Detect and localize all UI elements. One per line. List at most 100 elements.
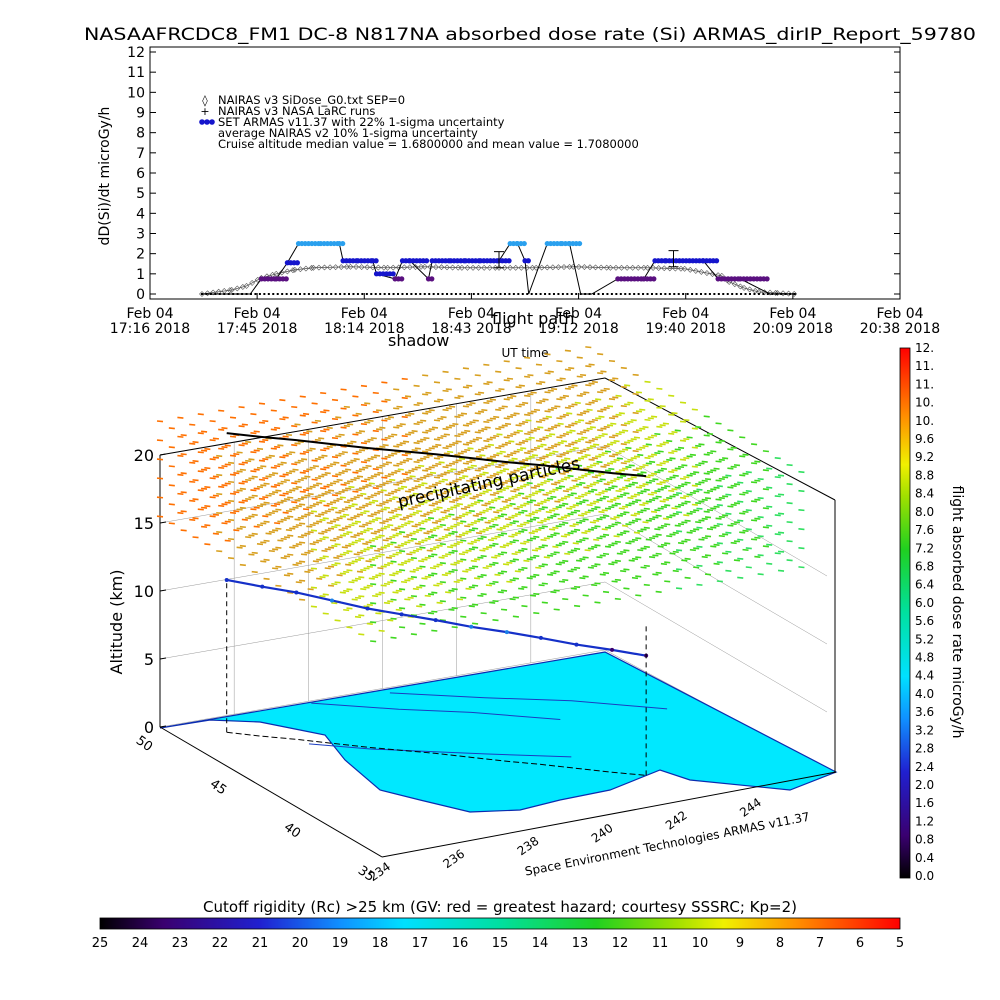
dose-mark [698, 500, 705, 503]
dose-mark [382, 444, 389, 447]
dose-mark [327, 527, 335, 530]
dose-mark [329, 520, 337, 523]
dose-mark [398, 588, 406, 591]
dose-mark [597, 372, 604, 375]
model-point [380, 264, 387, 271]
dose-mark [603, 387, 610, 391]
dose-mark [597, 410, 604, 413]
y-tick-label: 5 [136, 186, 145, 202]
model-point [561, 264, 567, 270]
dose-mark [681, 521, 688, 524]
dose-mark [366, 546, 373, 549]
dose-mark [520, 485, 527, 488]
dose-mark [564, 476, 571, 479]
dose-mark [606, 462, 614, 465]
dose-mark [300, 477, 308, 480]
dose-mark [441, 497, 448, 500]
zero-marker [757, 293, 760, 295]
dose-mark [312, 484, 319, 487]
dose-mark [613, 459, 620, 462]
dose-mark [287, 591, 294, 594]
dose-mark [421, 501, 428, 504]
dose-mark [527, 412, 534, 415]
zero-marker [312, 293, 315, 295]
model-point [655, 265, 662, 272]
dose-mark [466, 422, 473, 425]
dose-mark [450, 544, 457, 547]
zero-marker [762, 293, 765, 295]
dose-mark [422, 393, 429, 396]
dose-mark [635, 537, 642, 540]
dose-mark [533, 504, 541, 507]
dose-mark [367, 476, 374, 480]
dose-mark [363, 529, 370, 532]
bottom-colorbar-tick: 18 [372, 936, 389, 951]
dose-mark [630, 419, 637, 422]
dose-mark [400, 561, 408, 565]
dose-mark [487, 519, 494, 523]
dose-mark [643, 564, 650, 568]
dose-mark [525, 457, 532, 460]
dose-mark [514, 513, 521, 516]
dose-mark [672, 531, 679, 534]
dose-mark [588, 382, 595, 385]
dose-mark [674, 505, 681, 508]
dose-mark [560, 497, 568, 500]
zero-marker [628, 293, 631, 295]
dose-mark [221, 427, 228, 430]
dose-mark [579, 373, 587, 377]
dose-mark [376, 485, 383, 488]
dose-mark [600, 370, 607, 373]
dose-mark [319, 499, 326, 503]
dose-mark [310, 605, 317, 608]
dose-mark [358, 506, 366, 509]
dose-mark [630, 438, 637, 441]
dose-mark [774, 514, 781, 517]
dose-mark [566, 507, 573, 510]
dose-mark [587, 509, 594, 512]
y-tick-label: 7 [136, 146, 145, 162]
dose-mark [180, 472, 187, 475]
dose-mark [212, 475, 219, 478]
dose-mark [675, 492, 683, 495]
dose-mark [294, 423, 301, 426]
legend: ◊ NAIRAS v3 SiDose_G0.txt SEP=0+ NAIRAS v3… [199, 93, 639, 151]
armas-point [373, 258, 379, 264]
dose-mark [270, 485, 277, 488]
dose-mark [574, 477, 581, 481]
dose-mark [547, 446, 554, 449]
dose-mark [494, 516, 501, 519]
model-point [538, 264, 545, 271]
dose-mark [675, 549, 683, 552]
dose-mark [239, 544, 246, 548]
dose-mark [544, 353, 551, 356]
dose-mark [451, 607, 458, 610]
dose-mark [168, 484, 175, 487]
dose-mark [614, 578, 621, 582]
dose-mark [425, 391, 432, 394]
dose-mark [212, 513, 219, 516]
dose-mark [387, 416, 395, 419]
dose-mark [260, 503, 267, 506]
zero-marker [294, 293, 297, 295]
dose-mark [442, 446, 449, 450]
dose-mark [394, 470, 401, 473]
dose-mark [543, 556, 550, 559]
dose-mark [598, 415, 605, 418]
dose-mark [327, 508, 335, 511]
dose-mark [447, 507, 454, 511]
dose-mark [209, 458, 216, 461]
bottom-colorbar-tick: 23 [172, 936, 189, 951]
dose-mark [531, 530, 539, 533]
dose-mark [282, 473, 289, 476]
model-point [709, 271, 716, 278]
dose-mark [396, 500, 403, 504]
dose-mark [659, 424, 666, 427]
dose-mark [567, 570, 574, 573]
dose-mark [365, 541, 372, 544]
dose-mark [321, 492, 328, 495]
dose-mark [722, 533, 729, 536]
right-colorbar-tick: 5.2 [915, 632, 934, 646]
dose-mark [606, 443, 614, 446]
dose-mark [279, 399, 286, 402]
